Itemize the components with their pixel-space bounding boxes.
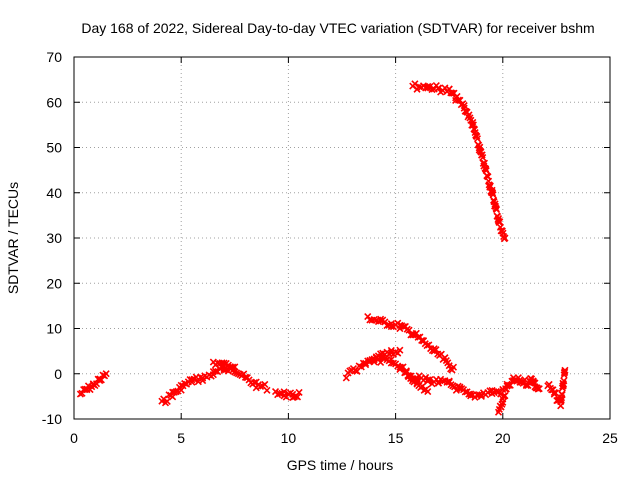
- data-point: [396, 346, 404, 354]
- data-point: [561, 368, 569, 376]
- data-point: [473, 132, 481, 141]
- data-point: [473, 135, 482, 143]
- y-tick-label: 50: [46, 140, 62, 156]
- data-point: [489, 191, 497, 199]
- series-track-8: [364, 312, 458, 374]
- series-track-9: [402, 367, 507, 401]
- data-point: [445, 377, 453, 385]
- data-point: [402, 367, 410, 375]
- data-point: [295, 388, 303, 397]
- data-point: [557, 402, 565, 410]
- data-point: [434, 379, 443, 387]
- data-point: [486, 182, 494, 190]
- data-point: [561, 366, 569, 374]
- axes: 0 5 10 15 20 25 -10 0 10 20 30 40 50 60 70: [42, 49, 618, 446]
- x-tick-label: 20: [495, 430, 511, 446]
- series-track-2: [158, 363, 239, 407]
- data-point: [560, 377, 568, 385]
- data-point: [461, 388, 469, 396]
- data-point: [449, 363, 458, 371]
- data-point: [479, 154, 487, 162]
- data-point: [477, 392, 485, 401]
- y-tick-label: -10: [42, 411, 62, 427]
- series-track-7: [409, 80, 509, 243]
- y-tick-label: 20: [46, 275, 62, 291]
- series-track-11: [527, 374, 543, 393]
- data-point: [413, 377, 421, 385]
- data-point: [387, 346, 395, 355]
- data-point: [545, 380, 553, 388]
- plot-area: [76, 80, 569, 416]
- data-point: [424, 387, 432, 396]
- data-point: [501, 392, 509, 400]
- x-tick-label: 5: [177, 430, 185, 446]
- chart-title: Day 168 of 2022, Sidereal Day-to-day VTE…: [81, 20, 594, 36]
- data-point: [263, 386, 271, 394]
- series-track-3: [209, 358, 271, 394]
- data-point: [425, 341, 433, 349]
- data-point: [293, 393, 302, 401]
- y-tick-label: 40: [46, 185, 62, 201]
- y-tick-label: 60: [46, 94, 62, 110]
- data-point: [492, 387, 500, 396]
- y-tick-label: 30: [46, 230, 62, 246]
- data-point: [535, 385, 543, 393]
- x-tick-label: 25: [602, 430, 618, 446]
- data-point: [211, 367, 220, 375]
- data-point: [411, 80, 419, 88]
- y-tick-label: 70: [46, 49, 62, 65]
- data-point: [492, 205, 501, 214]
- data-point: [499, 398, 507, 406]
- x-tick-label: 0: [70, 430, 78, 446]
- data-point: [256, 382, 265, 391]
- series-track-4: [271, 388, 303, 402]
- grid-lines: [74, 57, 610, 419]
- data-point: [460, 102, 468, 110]
- data-point: [379, 354, 387, 362]
- data-point: [489, 189, 497, 197]
- y-tick-label: 10: [46, 321, 62, 337]
- data-point: [250, 378, 259, 387]
- data-point: [521, 376, 529, 384]
- data-point: [434, 84, 443, 93]
- data-point: [342, 374, 350, 382]
- data-point: [261, 380, 269, 388]
- series-track-1: [76, 370, 110, 398]
- data-point: [558, 391, 566, 399]
- data-point: [496, 218, 504, 226]
- data-point: [426, 376, 434, 384]
- data-point: [188, 376, 196, 384]
- data-point: [448, 89, 456, 97]
- y-axis-label: SDTVAR / TECUs: [5, 182, 21, 294]
- data-point: [501, 234, 509, 242]
- y-tick-label: 0: [54, 366, 62, 382]
- data-point: [387, 322, 395, 331]
- data-point: [276, 389, 284, 398]
- data-point: [551, 389, 560, 397]
- data-point: [102, 370, 110, 378]
- x-tick-label: 10: [281, 430, 297, 446]
- x-tick-label: 15: [388, 430, 404, 446]
- x-axis-label: GPS time / hours: [287, 457, 394, 473]
- data-point: [498, 227, 506, 235]
- series-track-12: [544, 366, 569, 410]
- data-point: [368, 356, 376, 364]
- data-point: [177, 386, 185, 394]
